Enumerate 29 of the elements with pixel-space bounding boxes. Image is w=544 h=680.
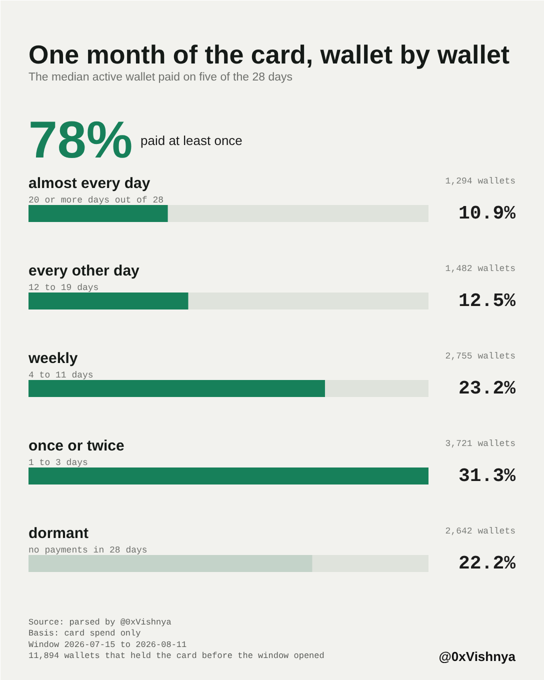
y-tick-label: once or twice — [28, 438, 124, 454]
text: 1,294 wallets — [445, 176, 516, 186]
text: 3,721 wallets — [445, 439, 516, 449]
text: @0xVishnya — [438, 649, 516, 664]
text: 2,642 wallets — [445, 526, 516, 536]
y-tick-label: weekly — [28, 350, 78, 367]
text: Window 2026-07-15 to 2026-08-11 — [28, 640, 187, 650]
text: 2,755 wallets — [445, 352, 516, 362]
source-note: Source: parsed by @0xVishnya — [28, 618, 172, 628]
data-label: 10.9% — [458, 202, 516, 224]
annotation: 20 or more days out of 28 — [28, 196, 164, 206]
data-label: 12.5% — [458, 290, 516, 312]
text: Basis: card spend only — [28, 628, 141, 639]
data-label: 31.3% — [458, 465, 516, 487]
data-label: 23.2% — [458, 378, 516, 400]
text: 1,482 wallets — [445, 264, 516, 274]
annotation: no payments in 28 days — [28, 546, 148, 556]
y-tick-label: every other day — [28, 262, 140, 280]
annotation: paid at least once — [140, 133, 242, 148]
y-tick-label: dormant — [28, 525, 89, 542]
annotation: 78% — [28, 112, 133, 170]
chart-subtitle: The median active wallet paid on five of the 28 days — [28, 72, 293, 84]
annotation: 4 to 11 days — [28, 370, 94, 380]
y-tick-label: almost every day — [28, 175, 151, 192]
annotation: 1 to 3 days — [28, 458, 88, 468]
data-label: 22.2% — [458, 552, 516, 574]
chart-title: One month of the card, wallet by wallet — [28, 40, 510, 70]
text: 11,894 wallets that held the card before the window opened — [28, 651, 324, 662]
annotation: 12 to 19 days — [28, 283, 99, 293]
